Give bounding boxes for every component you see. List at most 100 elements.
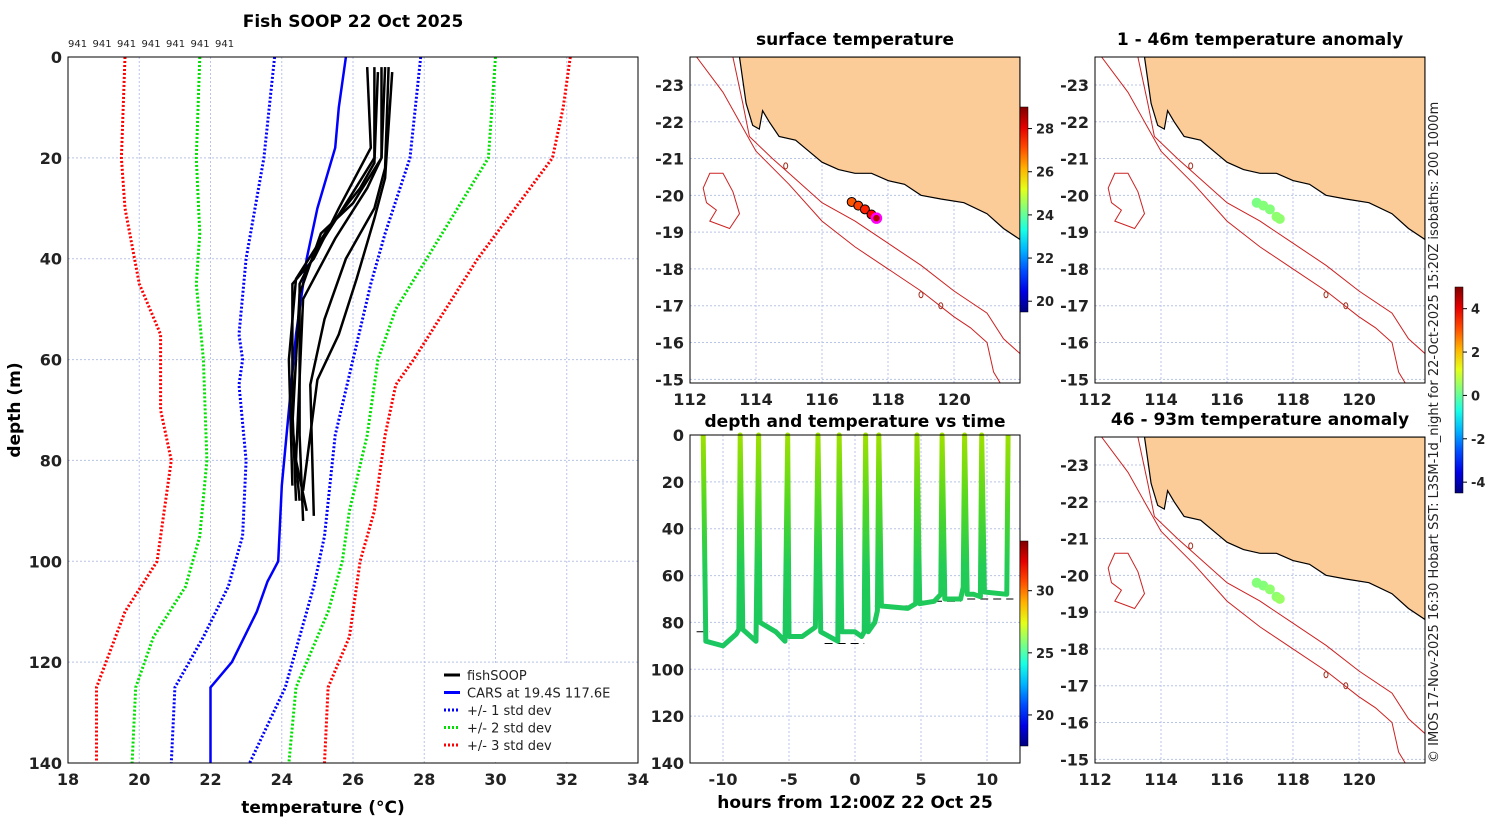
x-tick-label: 32 <box>556 770 578 789</box>
x-tick-label: 22 <box>199 770 221 789</box>
y-tick-label: -22 <box>655 113 684 132</box>
y-tick-label: -17 <box>655 297 684 316</box>
observation-point <box>870 212 883 224</box>
chart-title: depth and temperature vs time <box>705 412 1006 432</box>
land-mass <box>738 57 1020 241</box>
y-tick-label: -23 <box>655 76 684 95</box>
anomaly-colorbar: 4 2 0 -2 -4 <box>1454 286 1485 494</box>
credit-text: © IMOS 17-Nov-2025 16:30 Hobart SST: L3S… <box>1427 102 1442 763</box>
islet <box>1188 162 1194 170</box>
colorbar-tick-label: 30 <box>1036 585 1054 600</box>
reef-outline <box>1107 172 1146 230</box>
y-tick-label: -22 <box>1060 113 1089 132</box>
x-tick-label: 24 <box>271 770 293 789</box>
y-tick-label: -16 <box>655 334 684 353</box>
std-dev-1-lo-line <box>169 56 277 764</box>
y-tick-label: -21 <box>655 150 684 169</box>
y-tick-label: 100 <box>29 552 62 571</box>
std-dev-2-lo-line <box>130 56 209 764</box>
islet <box>918 291 924 299</box>
y-tick-label: -20 <box>655 186 684 205</box>
y-tick-label: 40 <box>662 520 684 539</box>
isobath-1000m <box>696 57 1001 383</box>
islet <box>1343 302 1349 310</box>
y-tick-label: -16 <box>1060 714 1089 733</box>
chart-title: 1 - 46m temperature anomaly <box>1117 30 1403 50</box>
y-tick-label: -22 <box>1060 493 1089 512</box>
x-tick-label: 34 <box>627 770 649 789</box>
y-tick-label: -19 <box>1060 603 1089 622</box>
top-count-label: 941 <box>68 39 87 50</box>
x-tick-label: -10 <box>709 770 738 789</box>
legend-label: +/- 2 std dev <box>467 722 552 737</box>
islet <box>1323 671 1329 679</box>
sst-colorbar: 20 22 24 26 28 <box>1019 106 1054 313</box>
axes-box <box>1094 436 1426 764</box>
x-tick-label: -5 <box>780 770 798 789</box>
legend-label: fishSOOP <box>467 669 527 684</box>
x-axis-label: temperature (°C) <box>241 798 405 818</box>
fishsoop-profile-line <box>291 67 387 501</box>
y-tick-label: -21 <box>1060 150 1089 169</box>
top-count-label: 941 <box>117 39 136 50</box>
x-tick-label: 114 <box>1144 390 1177 409</box>
legend-box <box>438 664 637 762</box>
y-tick-label: -20 <box>1060 566 1089 585</box>
x-tick-label: 114 <box>1144 770 1177 789</box>
y-tick-label: -21 <box>1060 530 1089 549</box>
isobath-1000m <box>1101 437 1406 763</box>
y-tick-label: -16 <box>1060 334 1089 353</box>
x-tick-label: 114 <box>739 390 772 409</box>
y-tick-label: 0 <box>673 426 684 445</box>
x-tick-label: 5 <box>915 770 926 789</box>
std-dev-3-hi-line <box>323 56 572 764</box>
y-tick-label: 140 <box>29 754 62 773</box>
colorbar-tick-label: 22 <box>1036 252 1054 267</box>
y-tick-label: -15 <box>1060 750 1089 769</box>
y-tick-label: -23 <box>1060 456 1089 475</box>
islet <box>1188 542 1194 550</box>
y-tick-label: 60 <box>662 567 684 586</box>
x-tick-label: 10 <box>976 770 998 789</box>
islet <box>1343 682 1349 690</box>
x-tick-label: 116 <box>1210 770 1243 789</box>
y-tick-label: -17 <box>1060 297 1089 316</box>
x-tick-label: 120 <box>937 390 970 409</box>
observation-point <box>1274 593 1285 604</box>
axes-box <box>67 56 639 764</box>
reef-outline <box>1107 552 1146 610</box>
legend-label: CARS at 19.4S 117.6E <box>467 687 610 702</box>
chart-title: Fish SOOP 22 Oct 2025 <box>243 12 464 32</box>
x-tick-label: 26 <box>342 770 364 789</box>
x-tick-label: 20 <box>128 770 150 789</box>
fishsoop-profile-line <box>287 72 380 486</box>
colorbar <box>1019 540 1029 747</box>
islet <box>783 162 789 170</box>
colorbar-tick-label: 26 <box>1036 166 1054 181</box>
top-count-label: 941 <box>142 39 161 50</box>
top-count-label: 941 <box>191 39 210 50</box>
std-dev-2-hi-line <box>287 56 497 764</box>
colorbar <box>1454 286 1464 494</box>
colorbar-tick-label: 20 <box>1036 709 1054 724</box>
top-count-label: 941 <box>215 39 234 50</box>
y-tick-label: 120 <box>29 653 62 672</box>
colorbar-tick-label: -2 <box>1471 433 1485 448</box>
y-tick-label: 140 <box>651 754 684 773</box>
y-tick-label: 120 <box>651 707 684 726</box>
isobath-1000m <box>1101 57 1406 383</box>
observation-point <box>1264 204 1275 215</box>
chart-title: 46 - 93m temperature anomaly <box>1111 410 1409 430</box>
y-tick-label: 60 <box>40 351 62 370</box>
anomaly-map-46-93m: 112 114 116 118 120 -15 -16 -17 -18 -19 -20 -21 -22 -… <box>1060 410 1426 789</box>
y-axis-label: depth (m) <box>5 362 25 457</box>
y-tick-label: 0 <box>51 48 62 67</box>
reef-outline <box>702 172 741 230</box>
cars-mean-line <box>209 56 348 763</box>
x-tick-label: 120 <box>1342 770 1375 789</box>
colorbar-tick-label: 0 <box>1471 389 1480 404</box>
y-tick-label: -23 <box>1060 76 1089 95</box>
y-tick-label: -17 <box>1060 677 1089 696</box>
